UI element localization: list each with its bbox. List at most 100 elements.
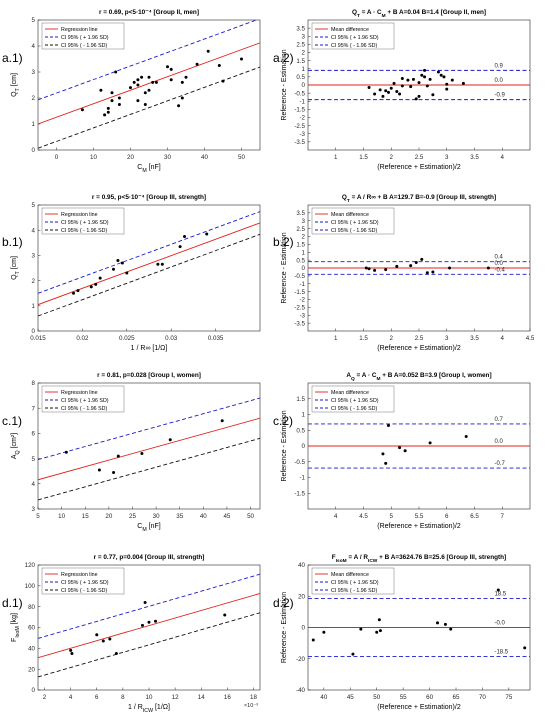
data-point [523,646,527,650]
x-tick-label: 2.5 [415,154,424,161]
x-tick-label: 2 [390,154,394,161]
ci-lower-line [38,233,260,317]
chart-panel-c1: c.1) r = 0.81, p=0.028 [Group I, women] 5 1… [2,372,261,533]
data-point [384,461,388,465]
x-tick-label: 15 [82,513,89,520]
data-point [80,108,84,112]
y-tick-label: -1.5 [294,107,305,114]
data-point [101,639,105,643]
data-point [70,652,74,656]
y-tick-label: 0 [302,443,306,450]
data-point [136,83,140,87]
y-tick-label: 60 [28,625,35,632]
data-point [205,232,209,236]
line-value-label: -18.5 [494,649,508,655]
chart-title: r = 0.69, p<5·10⁻⁴ [Group II, men] [99,9,199,16]
data-point [195,62,199,66]
y-tick-label: 2.5 [296,226,305,233]
y-tick-label: 2 [32,278,36,285]
legend-entry: CI 95% ( + 1.96 SD) [61,220,109,226]
legend-entry: CI 95% ( + 1.96 SD) [61,35,109,41]
x-tick-label: 75 [505,694,512,701]
x-tick-label: 6.5 [470,513,479,520]
data-point [223,613,227,617]
data-point [147,75,151,79]
y-tick-label: 4 [32,481,36,488]
y-tick-label: -1.5 [294,490,305,497]
x-tick-label: 5 [36,513,40,520]
legend-entry: Regression line [61,212,98,218]
data-point [423,75,427,79]
data-point [136,99,140,103]
data-point [367,267,371,271]
data-point [398,92,402,96]
x-tick-label: 1 [334,335,338,342]
data-point [97,468,101,472]
x-axis-label: CM [nF] [137,164,160,174]
x-tick-label: 7 [501,513,505,520]
x-axis-label: 1 / R∞ [1/Ω] [131,345,168,352]
data-point [411,77,415,81]
y-tick-label: 80 [28,604,35,611]
x-tick-label: 70 [479,694,486,701]
data-point [72,291,76,295]
data-point [114,652,118,656]
y-tick-label: 100 [25,583,36,590]
data-point [398,446,402,450]
x-tick-label: 50 [247,513,254,520]
x-tick-label: 1 [334,154,338,161]
y-tick-label: 0 [32,328,36,335]
y-tick-label: 1.5 [296,58,305,65]
data-point [156,262,160,266]
x-tick-label: 60 [426,694,433,701]
y-tick-label: 40 [298,562,305,569]
data-point [409,264,413,268]
x-tick-label: 10 [58,513,65,520]
data-point [425,271,429,275]
ci-upper-line [38,20,258,101]
y-axis-label: Reference - Estimation [281,410,288,481]
plot-lines [308,423,530,469]
y-tick-label: -3.5 [294,139,305,146]
x-tick-label: 5.5 [415,513,424,520]
y-tick-label: 0.5 [296,427,305,434]
chart-panel-c2: c.2) AQ = A · CM + B A=0.052 B=3.9 [Group… [273,372,531,530]
x-tick-label: 4 [69,694,73,701]
chart-panel-b2: b.2) QT = A / R∞ + B A=129.7 B=-0.9 [Grou… [273,194,535,352]
data-point [206,49,210,53]
legend-entry: CI 95% ( + 1.96 SD) [61,398,109,404]
x-tick-label: 40 [201,154,208,161]
data-point [120,261,124,265]
data-point [409,85,413,89]
x-tick-label: 5 [390,513,394,520]
data-point [351,652,355,656]
x-tick-label: 30 [164,154,171,161]
x-tick-label: 2.5 [415,335,424,342]
y-tick-label: -20 [296,656,306,663]
data-point [103,113,107,117]
y-tick-label: 3 [32,253,36,260]
legend-entry: CI 95% ( + 1.96 SD) [331,580,379,586]
legend-entry: CI 95% ( - 1.96 SD) [331,228,377,234]
data-point [367,85,371,89]
data-point [169,78,173,82]
plot-lines [38,20,260,149]
data-point [132,80,136,84]
chart-panel-d2: d.2) FIsoM = A / RICW + B A=3624.76 B=25.… [273,554,531,711]
data-point [154,80,158,84]
x-tick-label: 0.015 [30,335,46,342]
y-tick-label: 0.5 [296,74,305,81]
x-tick-label: 8 [121,694,125,701]
y-tick-label: -3.5 [294,320,305,327]
y-tick-label: -1 [299,281,305,288]
y-tick-label: 3.5 [296,210,305,217]
line-value-label: -0.7 [494,461,505,467]
data-point [464,435,468,439]
y-tick-label: -1 [299,475,305,482]
y-tick-label: 4 [32,43,36,50]
panel-label: d.1) [2,596,23,610]
chart-title: r = 0.95, p<5·10⁻⁴ [Group III, strength] [92,194,206,201]
x-tick-label: 0.035 [208,335,224,342]
data-point [448,266,452,270]
x-tick-label: 55 [400,694,407,701]
